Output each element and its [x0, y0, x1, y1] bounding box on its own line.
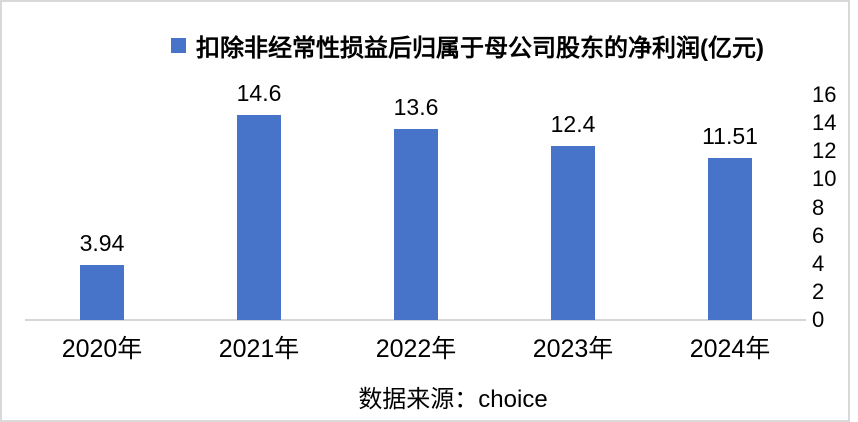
value-label: 11.51: [702, 123, 758, 150]
y-axis-label: 4: [812, 250, 825, 276]
value-label: 12.4: [550, 110, 596, 137]
value-label: 13.6: [393, 93, 439, 120]
bar: [708, 158, 752, 320]
x-axis-label: 2020年: [61, 335, 143, 363]
value-label: 3.94: [79, 229, 125, 256]
y-axis-label: 10: [812, 166, 837, 192]
x-axis-label: 2024年: [689, 335, 771, 363]
y-axis-label: 12: [812, 138, 837, 164]
y-axis-label: 6: [812, 222, 825, 248]
legend-marker-icon: [171, 38, 186, 53]
value-label: 14.6: [236, 79, 282, 106]
y-axis-label: 2: [812, 278, 825, 304]
x-axis-line: [25, 319, 806, 321]
bar: [237, 114, 281, 320]
x-axis-label: 2023年: [532, 335, 614, 363]
y-axis-label: 8: [812, 194, 825, 220]
y-axis-label: 0: [812, 307, 825, 332]
source-caption: 数据来源：choice: [358, 386, 548, 413]
y-axis-label: 14: [812, 110, 837, 136]
bar: [394, 128, 438, 320]
x-axis-label: 2022年: [375, 335, 457, 363]
y-axis-label: 16: [812, 82, 837, 107]
legend-label: 扣除非经常性损益后归属于母公司股东的净利润(亿元): [196, 35, 764, 62]
x-axis-label: 2021年: [218, 335, 300, 363]
chart-legend: 扣除非经常性损益后归属于母公司股东的净利润(亿元): [171, 28, 764, 63]
bar: [80, 264, 124, 320]
bar: [551, 145, 595, 320]
